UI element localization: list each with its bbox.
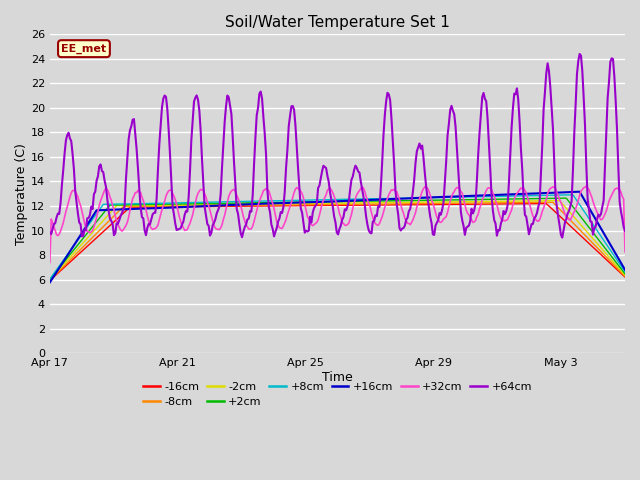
-8cm (489, 200, 497, 206)
Line: +16cm: +16cm (50, 192, 625, 282)
Line: -2cm: -2cm (50, 201, 625, 280)
-8cm (90, 233, 98, 239)
+16cm (445, 194, 452, 200)
+16cm (576, 189, 584, 194)
+64cm (90, 191, 98, 197)
+8cm (569, 192, 577, 198)
-8cm (575, 226, 582, 231)
+8cm (46, 276, 54, 282)
+2cm (380, 198, 387, 204)
-16cm (575, 230, 582, 236)
+32cm (582, 183, 590, 189)
-16cm (445, 202, 452, 207)
-16cm (90, 237, 98, 243)
+64cm (621, 228, 629, 234)
-16cm (380, 202, 387, 208)
X-axis label: Time: Time (322, 371, 353, 384)
-16cm (541, 201, 548, 206)
-8cm (380, 201, 387, 207)
+16cm (380, 196, 387, 202)
Line: +64cm: +64cm (50, 54, 625, 238)
Line: -8cm: -8cm (50, 202, 625, 280)
-2cm (501, 198, 509, 204)
+16cm (621, 267, 629, 273)
+2cm (563, 195, 570, 201)
+32cm (489, 190, 497, 196)
-8cm (501, 200, 509, 205)
Title: Soil/Water Temperature Set 1: Soil/Water Temperature Set 1 (225, 15, 450, 30)
-2cm (445, 199, 452, 205)
+8cm (445, 194, 452, 200)
Line: +8cm: +8cm (50, 195, 625, 279)
-2cm (90, 228, 98, 234)
Text: EE_met: EE_met (61, 44, 106, 54)
+16cm (573, 189, 581, 195)
+32cm (380, 209, 387, 215)
+8cm (501, 193, 509, 199)
+8cm (489, 193, 497, 199)
-2cm (621, 273, 629, 278)
+64cm (380, 132, 387, 138)
+16cm (90, 212, 98, 217)
+64cm (489, 208, 497, 214)
-2cm (489, 199, 497, 204)
+64cm (46, 229, 54, 235)
-8cm (621, 274, 629, 279)
+16cm (46, 279, 54, 285)
+32cm (90, 224, 98, 230)
+32cm (46, 260, 54, 265)
-16cm (621, 274, 629, 280)
+2cm (575, 211, 582, 216)
+2cm (46, 276, 54, 282)
-16cm (489, 201, 497, 207)
+2cm (621, 271, 629, 277)
+8cm (380, 196, 387, 202)
+32cm (445, 204, 452, 210)
-8cm (46, 277, 54, 283)
Line: +32cm: +32cm (50, 186, 625, 263)
-2cm (46, 277, 54, 283)
-2cm (380, 200, 387, 205)
Y-axis label: Temperature (C): Temperature (C) (15, 143, 28, 245)
+8cm (621, 269, 629, 275)
-2cm (575, 219, 582, 225)
+2cm (489, 196, 497, 202)
+32cm (501, 218, 509, 224)
+64cm (576, 51, 584, 57)
+8cm (575, 200, 582, 205)
-2cm (556, 198, 563, 204)
+64cm (575, 58, 582, 64)
+64cm (559, 235, 566, 240)
-16cm (46, 277, 54, 283)
+32cm (573, 202, 581, 208)
+64cm (445, 121, 452, 127)
Line: +2cm: +2cm (50, 198, 625, 279)
+16cm (501, 192, 509, 197)
+2cm (445, 197, 452, 203)
-8cm (445, 201, 452, 206)
+16cm (489, 192, 497, 198)
-8cm (549, 199, 557, 205)
+32cm (621, 249, 629, 255)
+2cm (501, 196, 509, 202)
-16cm (501, 201, 509, 207)
Line: -16cm: -16cm (50, 204, 625, 280)
+8cm (90, 215, 98, 220)
+2cm (90, 222, 98, 228)
Legend: -16cm, -8cm, -2cm, +2cm, +8cm, +16cm, +32cm, +64cm: -16cm, -8cm, -2cm, +2cm, +8cm, +16cm, +3… (138, 377, 536, 412)
+64cm (501, 211, 509, 217)
